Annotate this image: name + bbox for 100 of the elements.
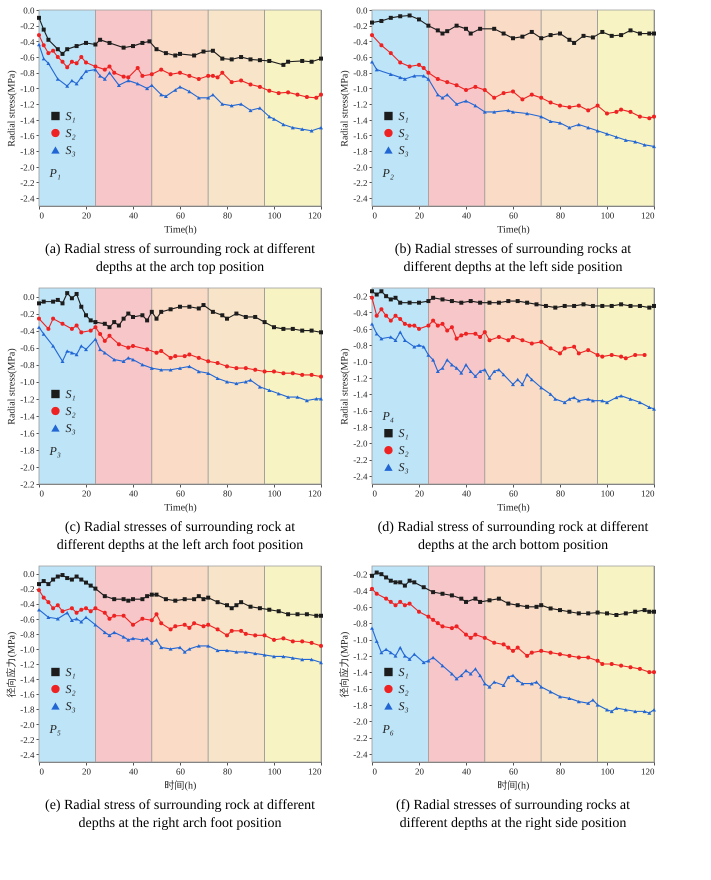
point [216, 75, 220, 80]
point [122, 74, 126, 79]
point [210, 48, 215, 53]
point [112, 320, 116, 324]
point [398, 580, 402, 584]
point [445, 29, 450, 34]
y-tick-label: -0.2 [20, 21, 34, 32]
point [70, 326, 74, 331]
point [605, 111, 609, 116]
point [482, 368, 487, 372]
point [126, 75, 130, 80]
point [408, 602, 412, 606]
point [431, 358, 436, 362]
point [220, 313, 224, 318]
point [102, 68, 107, 72]
point [60, 322, 64, 326]
point [610, 710, 614, 714]
x-tick-label: 60 [509, 488, 518, 498]
point [140, 74, 144, 78]
point [122, 635, 126, 639]
point [530, 682, 534, 686]
point [596, 129, 600, 132]
point [164, 597, 168, 602]
point [286, 60, 290, 64]
point [276, 91, 281, 96]
y-tick-label: -0.4 [20, 599, 35, 610]
point [534, 604, 538, 609]
point [196, 356, 201, 360]
point [145, 347, 150, 352]
y-tick-label: -1.6 [353, 130, 368, 141]
x-tick-label: 40 [129, 766, 138, 776]
point [562, 346, 567, 350]
point [84, 616, 88, 619]
point [642, 608, 647, 612]
x-tick-label: 120 [308, 766, 322, 776]
point [42, 300, 46, 304]
point [56, 603, 60, 608]
point [586, 397, 590, 401]
point [379, 307, 384, 312]
point [619, 664, 624, 668]
x-tick-label: 0 [40, 488, 44, 498]
point [108, 70, 112, 74]
y-tick-label: -0.2 [353, 570, 368, 580]
point [605, 132, 609, 136]
point [93, 606, 98, 610]
legend-label: S₂ [398, 126, 409, 140]
point [488, 300, 492, 305]
point [511, 382, 515, 386]
y-tick-label: -1.4 [353, 115, 368, 126]
point [70, 296, 74, 300]
y-tick-label: -0.8 [20, 629, 35, 640]
point [84, 60, 88, 65]
point [65, 576, 70, 580]
point [426, 659, 430, 662]
point [319, 397, 323, 401]
point [394, 314, 398, 318]
legend-label: S₁ [65, 387, 76, 401]
point [408, 657, 412, 661]
annotation: P₆ [381, 722, 394, 736]
point [379, 336, 384, 340]
point [614, 110, 618, 114]
point [206, 371, 210, 375]
point [511, 674, 515, 678]
point [122, 316, 126, 321]
point [596, 104, 600, 108]
y-tick-label: -0.6 [353, 602, 368, 612]
point [539, 36, 544, 40]
point [370, 33, 374, 38]
point [422, 345, 426, 349]
point [647, 306, 652, 310]
y-tick-label: -0.8 [20, 360, 35, 370]
x-tick-label: 80 [556, 766, 566, 776]
point [70, 618, 74, 622]
point [154, 592, 158, 597]
point [464, 600, 468, 604]
point [122, 597, 126, 602]
point [196, 96, 201, 100]
point [98, 332, 102, 336]
point [394, 580, 398, 584]
point [614, 613, 618, 617]
point [440, 664, 444, 668]
point [445, 358, 450, 362]
point [417, 17, 421, 22]
point [319, 330, 323, 334]
point [276, 609, 281, 614]
point [473, 632, 478, 637]
point [374, 332, 379, 336]
x-tick-label: 20 [415, 488, 424, 498]
point [426, 70, 430, 75]
point [37, 582, 41, 586]
point [496, 300, 501, 305]
point [548, 100, 553, 105]
point [244, 314, 248, 319]
point [488, 685, 492, 689]
point [445, 80, 450, 84]
point [450, 672, 454, 676]
y-tick-label: -1.4 [20, 115, 35, 126]
point [230, 104, 234, 108]
point [450, 593, 454, 598]
point [422, 660, 426, 664]
